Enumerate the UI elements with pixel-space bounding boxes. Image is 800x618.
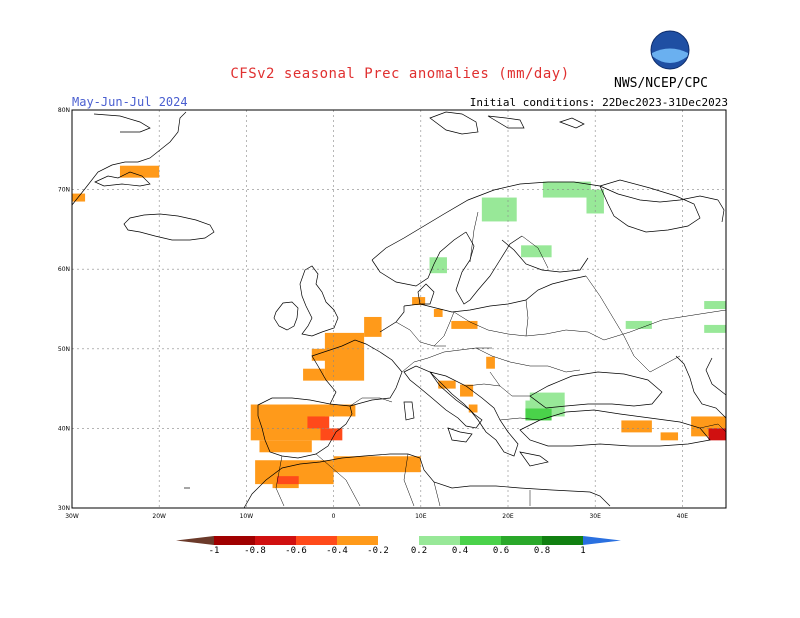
anomaly-cell [660,432,679,441]
colorbar [176,536,621,545]
axis-labels: 30W 20W 10W 0 10E 20E 30E 40E 30N 40N 50N 60N 70N 80N [58,107,688,520]
anomaly-cells [72,165,726,489]
anomaly-cell [621,420,652,433]
lat-tick-label: 70N [58,187,70,194]
finland-coast [501,239,589,273]
colorbar-label: 0.4 [451,546,469,556]
colorbar-label: 0.6 [492,546,510,556]
lon-tick-label: 20E [502,513,514,520]
italy-coast [403,365,483,429]
colorbar-labels: -1 -0.8 -0.6 -0.4 -0.2 0.2 0.4 0.6 0.8 1 [0,546,800,560]
colorbar-label: 0.8 [533,546,551,556]
map-title: CFSv2 seasonal Prec anomalies (mm/day) [230,66,570,82]
anomaly-cell [303,368,325,381]
lon-tick-label: 0 [332,513,336,520]
colorbar-swatch [296,536,337,545]
greenland-coast [71,111,187,206]
anomaly-cell [285,404,356,417]
graticule [72,110,726,508]
anomaly-cell [311,348,343,361]
anomaly-cell [307,416,330,429]
balkans-coast [429,371,519,457]
lon-tick-label: 40E [677,513,689,520]
colorbar-swatch [337,536,378,545]
map-frame [71,109,727,509]
colorbar-label: -1 [208,546,220,556]
turkey-coast [519,409,711,447]
anomaly-cell [468,404,478,413]
noaa-logo [650,30,690,70]
anomaly-cell [364,316,382,337]
anomaly-cell [119,165,160,178]
anomaly-cell [259,440,312,453]
france-coast [311,339,403,407]
anomaly-cell [481,197,517,222]
anomaly-cell [438,380,456,389]
anomaly-cell [429,257,447,274]
colorbar-label: -0.6 [285,546,307,556]
anomaly-cell [529,392,565,405]
colorbar-swatch [501,536,542,545]
colorbar-label: -0.2 [367,546,389,556]
borders [275,211,727,507]
colorbar-label: -0.8 [244,546,266,556]
colorbar-swatch [378,536,419,545]
anomaly-cell [460,384,474,397]
colorbar-swatch [176,536,214,545]
baltic-coast [403,275,587,313]
lon-tick-label: 10W [240,513,254,520]
scandinavia-coast [371,181,719,261]
anomaly-cell [542,181,591,198]
lon-tick-label: 30W [65,513,79,520]
lat-tick-label: 50N [58,346,70,353]
colorbar-swatch [214,536,255,545]
anomaly-cell [708,428,726,441]
anomaly-cell [320,428,343,441]
lat-tick-label: 60N [58,266,70,273]
lon-tick-label: 10E [415,513,427,520]
anomaly-cell [704,301,726,309]
black-sea-coast [529,371,663,409]
anomaly-cell [525,408,552,421]
initial-conditions-label: Initial conditions: 22Dec2023-31Dec2023 [469,96,728,109]
north-africa-coast [243,453,611,509]
anomaly-cell [433,309,443,317]
anomaly-cell [333,456,421,473]
lon-tick-label: 30E [589,513,601,520]
colorbar-label: -0.4 [326,546,348,556]
anomaly-cell [521,245,552,258]
lon-tick-label: 20W [152,513,166,520]
lat-tick-label: 30N [58,505,70,512]
lat-tick-label: 40N [58,425,70,432]
colorbar-label: 0.2 [410,546,428,556]
colorbar-label: 1 [580,546,586,556]
colorbar-swatch [542,536,583,545]
anomaly-cell [704,324,726,333]
agency-label: NWS/NCEP/CPC [614,76,708,91]
anomaly-cell [451,320,478,329]
anomaly-cell [412,297,426,306]
colorbar-swatch [419,536,460,545]
coastlines [71,111,727,509]
anomaly-cell [276,476,299,485]
iceland-coast [123,213,215,241]
lat-tick-label: 80N [58,107,70,114]
colorbar-swatch [583,536,621,545]
iberia-coast [257,397,353,459]
anomaly-cell [625,320,652,329]
anomaly-cell [255,460,334,485]
ireland-coast [273,301,299,331]
anomaly-cell [72,193,86,202]
anomaly-cell [486,356,495,369]
colorbar-swatch [460,536,501,545]
colorbar-swatch [255,536,296,545]
season-label: May-Jun-Jul 2024 [72,95,188,109]
britain-coast [299,265,339,337]
